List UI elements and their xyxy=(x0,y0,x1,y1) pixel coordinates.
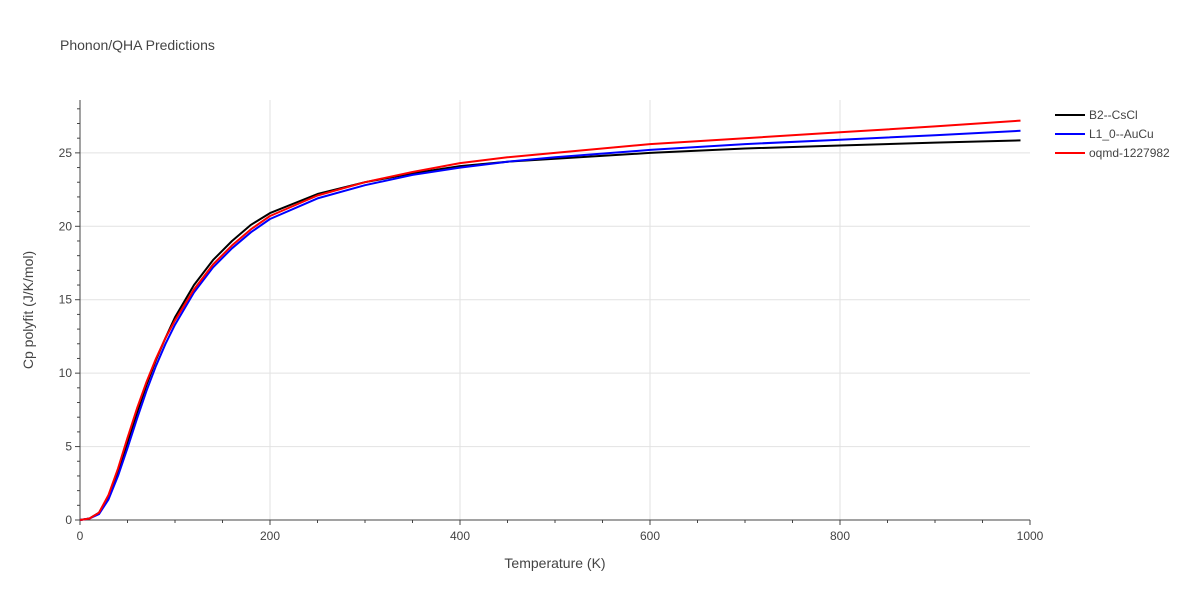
chart-title: Phonon/QHA Predictions xyxy=(60,37,215,53)
x-tick-label: 0 xyxy=(77,529,84,543)
grid xyxy=(80,100,1030,520)
x-axis-label: Temperature (K) xyxy=(504,555,605,571)
legend: B2--CsCl L1_0--AuCu oqmd-1227982 xyxy=(1055,108,1170,160)
series-line-l1-0-aucu xyxy=(79,129,1021,521)
x-tick-label: 400 xyxy=(450,529,470,543)
y-tick-label: 25 xyxy=(59,146,73,160)
x-tick-label: 800 xyxy=(830,529,850,543)
x-tick-label: 200 xyxy=(260,529,280,543)
series-line-b2-cscl xyxy=(79,139,1021,521)
y-tick-label: 5 xyxy=(65,440,72,454)
y-tick-label: 10 xyxy=(59,366,73,380)
x-tick-labels: 0 200 400 600 800 1000 xyxy=(77,529,1044,543)
legend-label: L1_0--AuCu xyxy=(1089,127,1154,141)
x-tick-label: 600 xyxy=(640,529,660,543)
y-tick-label: 20 xyxy=(59,219,73,233)
x-tick-label: 1000 xyxy=(1017,529,1044,543)
series-line-oqmd-1227982 xyxy=(79,119,1021,521)
legend-label: B2--CsCl xyxy=(1089,108,1138,122)
legend-label: oqmd-1227982 xyxy=(1089,146,1170,160)
y-tick-labels: 0 5 10 15 20 25 xyxy=(59,146,73,527)
axes xyxy=(75,100,1031,525)
y-tick-label: 0 xyxy=(65,513,72,527)
y-axis-label: Cp polyfit (J/K/mol) xyxy=(20,251,36,369)
series-group xyxy=(79,119,1021,521)
y-tick-label: 15 xyxy=(59,293,73,307)
